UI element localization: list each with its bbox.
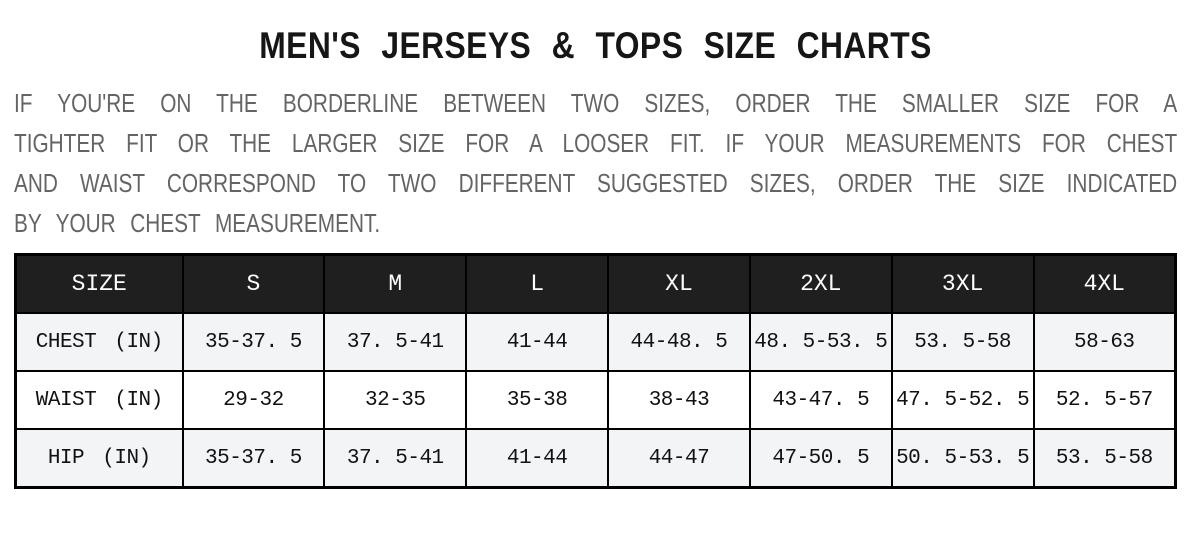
header-cell-xl: XL [607, 253, 751, 314]
table-cell: 41-44 [465, 428, 610, 489]
table-cell: 50. 5-53. 5 [890, 428, 1035, 489]
table-cell: 44-48. 5 [607, 312, 751, 372]
table-cell: 44-47 [607, 428, 751, 489]
table-cell: 43-47. 5 [748, 370, 893, 430]
table-cell: 53. 5-58 [1032, 428, 1177, 489]
header-cell-l: L [465, 253, 610, 314]
table-cell: 35-38 [465, 370, 610, 430]
table-cell: 35-37. 5 [181, 312, 326, 372]
table-cell: 47. 5-52. 5 [890, 370, 1035, 430]
table-row-waist: WAIST (IN) 29-32 32-35 35-38 38-43 43-47… [14, 370, 1177, 430]
header-cell-size: SIZE [14, 253, 184, 314]
table-cell: 47-50. 5 [748, 428, 893, 489]
intro-line-1: IF YOU'RE ON THE BORDERLINE BETWEEN TWO … [14, 88, 1178, 118]
header-cell-m: M [323, 253, 468, 314]
header-cell-s: S [181, 253, 326, 314]
size-chart-page: MEN'S JERSEYS & TOPS SIZE CHARTS IF YOU'… [0, 24, 1191, 489]
page-title: MEN'S JERSEYS & TOPS SIZE CHARTS [259, 25, 932, 66]
table-cell: 53. 5-58 [890, 312, 1035, 372]
row-label-chest: CHEST (IN) [14, 312, 184, 372]
table-row-hip: HIP (IN) 35-37. 5 37. 5-41 41-44 44-47 4… [14, 428, 1177, 489]
table-cell: 37. 5-41 [323, 428, 468, 489]
table-row-chest: CHEST (IN) 35-37. 5 37. 5-41 41-44 44-48… [14, 312, 1177, 372]
header-cell-2xl: 2XL [748, 253, 893, 314]
table-cell: 48. 5-53. 5 [748, 312, 893, 372]
row-label-hip: HIP (IN) [14, 428, 184, 489]
header-cell-4xl: 4XL [1032, 253, 1177, 314]
size-chart-table: SIZE S M L XL 2XL 3XL 4XL CHEST (IN) 35-… [14, 253, 1177, 489]
table-cell: 37. 5-41 [323, 312, 468, 372]
intro-line-4: BY YOUR CHEST MEASUREMENT. [14, 208, 381, 238]
table-cell: 38-43 [607, 370, 751, 430]
intro-line-3: AND WAIST CORRESPOND TO TWO DIFFERENT SU… [14, 168, 1178, 198]
table-cell: 35-37. 5 [181, 428, 326, 489]
intro-paragraph: IF YOU'RE ON THE BORDERLINE BETWEEN TWO … [14, 83, 1177, 243]
intro-line-2: TIGHTER FIT OR THE LARGER SIZE FOR A LOO… [14, 128, 1178, 158]
table-cell: 52. 5-57 [1032, 370, 1177, 430]
table-header-row: SIZE S M L XL 2XL 3XL 4XL [14, 253, 1177, 314]
table-cell: 32-35 [323, 370, 468, 430]
table-cell: 41-44 [465, 312, 610, 372]
table-cell: 29-32 [181, 370, 326, 430]
table-cell: 58-63 [1032, 312, 1177, 372]
header-cell-3xl: 3XL [890, 253, 1035, 314]
row-label-waist: WAIST (IN) [14, 370, 184, 430]
